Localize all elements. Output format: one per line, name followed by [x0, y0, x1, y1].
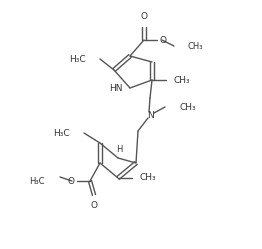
- Text: N: N: [147, 111, 153, 120]
- Text: O: O: [140, 12, 148, 21]
- Text: O: O: [67, 177, 74, 186]
- Text: H₃C: H₃C: [53, 128, 70, 137]
- Text: H₃C: H₃C: [30, 177, 45, 186]
- Text: HN: HN: [110, 83, 123, 92]
- Text: CH₃: CH₃: [180, 103, 196, 112]
- Text: H: H: [116, 144, 122, 153]
- Text: O: O: [90, 201, 97, 210]
- Text: O: O: [160, 36, 167, 45]
- Text: CH₃: CH₃: [188, 42, 204, 51]
- Text: CH₃: CH₃: [174, 75, 191, 84]
- Text: CH₃: CH₃: [140, 174, 157, 183]
- Text: H₃C: H₃C: [69, 55, 86, 63]
